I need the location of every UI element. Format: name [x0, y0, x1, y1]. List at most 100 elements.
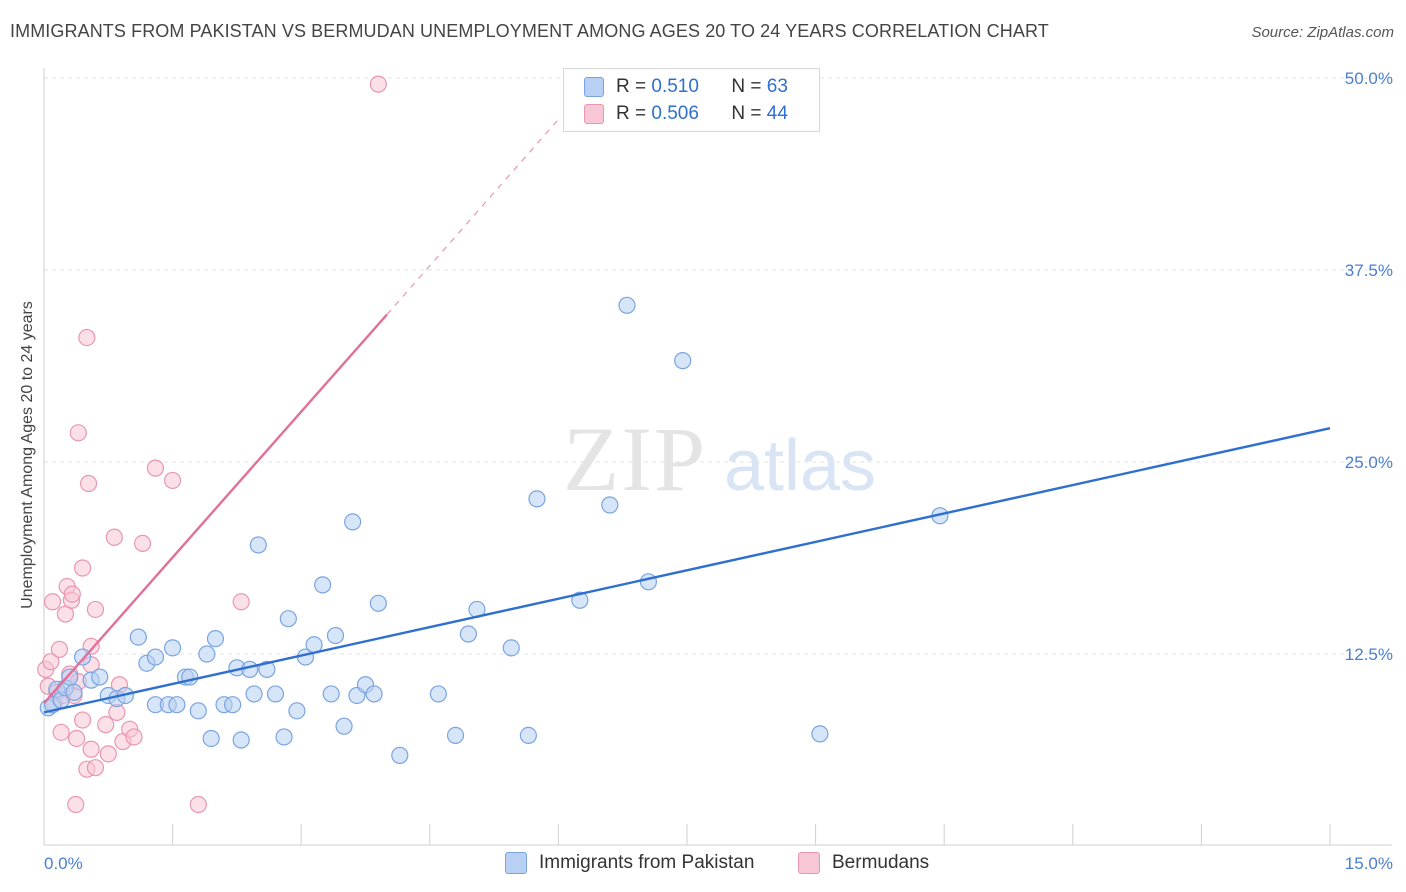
- data-point-pakistan: [528, 490, 546, 508]
- x-tick-label: 0.0%: [44, 854, 83, 873]
- data-point-pakistan: [288, 702, 306, 720]
- trend-lines: [43, 119, 1331, 714]
- axes: [43, 68, 1392, 846]
- y-tick-label: 37.5%: [1345, 261, 1393, 280]
- legend-n-label: N =: [731, 76, 762, 97]
- data-point-pakistan: [202, 729, 220, 748]
- data-point-pakistan: [446, 726, 465, 745]
- legend-n-value: 63: [766, 76, 788, 97]
- legend-row-bermudans: R = 0.506 N = 44: [584, 101, 788, 127]
- trend-extension-bermudans: [386, 119, 559, 315]
- trend-line-pakistan: [43, 427, 1331, 714]
- legend-swatch-blue: [505, 852, 527, 874]
- legend-r-label: R =: [616, 103, 647, 124]
- legend-row-pakistan: R = 0.510 N = 63: [584, 74, 788, 100]
- data-point-bermudans: [146, 459, 165, 477]
- data-point-pakistan: [502, 639, 520, 657]
- data-point-pakistan: [224, 696, 242, 714]
- data-point-pakistan: [571, 591, 589, 609]
- data-point-pakistan: [73, 648, 92, 666]
- data-point-pakistan: [168, 696, 186, 714]
- chart-title: IMMIGRANTS FROM PAKISTAN VS BERMUDAN UNE…: [10, 21, 1049, 41]
- data-point-bermudans: [97, 716, 115, 734]
- data-point-bermudans: [369, 75, 387, 93]
- legend-label-bermudans: Bermudans: [832, 852, 930, 873]
- series-legend: Immigrants from Pakistan Bermudans: [0, 852, 1406, 878]
- source-credit: Source: ZipAtlas.com: [1251, 24, 1394, 41]
- data-point-bermudans: [99, 745, 117, 763]
- data-point-bermudans: [73, 711, 92, 729]
- data-point-pakistan: [91, 668, 109, 686]
- legend-item-bermudans[interactable]: Bermudans: [798, 852, 929, 874]
- watermark-zip: ZIP: [563, 408, 707, 510]
- data-point-pakistan: [322, 685, 340, 703]
- data-point-pakistan: [206, 630, 225, 648]
- data-point-pakistan: [189, 702, 207, 720]
- data-point-pakistan: [314, 576, 332, 594]
- data-point-bermudans: [232, 593, 250, 611]
- data-point-pakistan: [61, 668, 79, 686]
- data-point-bermudans: [43, 593, 62, 611]
- data-point-pakistan: [326, 626, 345, 645]
- data-point-pakistan: [369, 594, 387, 612]
- legend-r-value: 0.510: [651, 76, 699, 97]
- data-point-pakistan: [279, 610, 297, 628]
- data-point-pakistan: [519, 726, 537, 745]
- legend-n-value: 44: [766, 103, 788, 124]
- data-point-pakistan: [601, 496, 619, 514]
- data-point-pakistan: [344, 513, 362, 531]
- data-point-bermudans: [105, 528, 123, 546]
- x-tick-label: 15.0%: [1345, 854, 1393, 873]
- legend-swatch-blue: [584, 77, 604, 97]
- data-point-pakistan: [266, 685, 285, 703]
- series-bermudans: [37, 75, 387, 814]
- data-point-pakistan: [391, 746, 409, 764]
- data-point-pakistan: [639, 573, 658, 591]
- data-point-bermudans: [82, 740, 100, 758]
- data-point-pakistan: [258, 660, 276, 678]
- trend-line-bermudans: [43, 313, 388, 704]
- data-point-bermudans: [78, 328, 96, 347]
- data-point-pakistan: [275, 728, 293, 746]
- data-point-bermudans: [50, 640, 69, 658]
- data-point-pakistan: [146, 648, 165, 666]
- tick-labels: 12.5% 25.0% 37.5% 50.0% 0.0% 15.0%: [44, 69, 1393, 873]
- data-point-bermudans: [73, 559, 92, 577]
- data-point-bermudans: [133, 534, 152, 553]
- series-pakistan: [39, 296, 949, 764]
- data-point-pakistan: [232, 731, 250, 749]
- data-point-pakistan: [365, 685, 383, 703]
- legend-swatch-pink: [584, 104, 604, 124]
- data-point-bermudans: [67, 795, 85, 814]
- correlation-legend: R = 0.510 N = 63 R = 0.506 N = 44: [563, 68, 820, 132]
- data-point-bermudans: [86, 600, 105, 619]
- data-point-pakistan: [129, 628, 147, 646]
- data-point-pakistan: [249, 536, 267, 554]
- legend-swatch-pink: [798, 852, 820, 874]
- legend-r-value: 0.506: [651, 103, 699, 124]
- data-point-bermudans: [63, 585, 81, 603]
- y-tick-label: 25.0%: [1345, 453, 1393, 472]
- data-point-bermudans: [86, 759, 105, 777]
- data-point-bermudans: [125, 728, 143, 746]
- watermark-atlas: atlas: [724, 426, 876, 506]
- data-point-pakistan: [429, 685, 447, 703]
- data-point-bermudans: [42, 653, 60, 671]
- data-point-pakistan: [674, 352, 692, 370]
- data-point-pakistan: [65, 683, 83, 702]
- data-point-bermudans: [69, 424, 87, 442]
- legend-item-pakistan[interactable]: Immigrants from Pakistan: [505, 852, 754, 874]
- data-point-pakistan: [198, 645, 216, 663]
- data-point-bermudans: [189, 795, 207, 814]
- data-point-bermudans: [79, 474, 98, 493]
- data-point-bermudans: [52, 723, 70, 741]
- data-point-pakistan: [618, 296, 636, 314]
- y-tick-label: 12.5%: [1345, 645, 1393, 664]
- legend-r-label: R =: [616, 76, 647, 97]
- y-tick-label: 50.0%: [1345, 69, 1393, 88]
- data-point-pakistan: [459, 625, 477, 643]
- legend-label-pakistan: Immigrants from Pakistan: [539, 852, 755, 873]
- data-point-bermudans: [164, 471, 182, 490]
- gridlines: [44, 77, 1392, 655]
